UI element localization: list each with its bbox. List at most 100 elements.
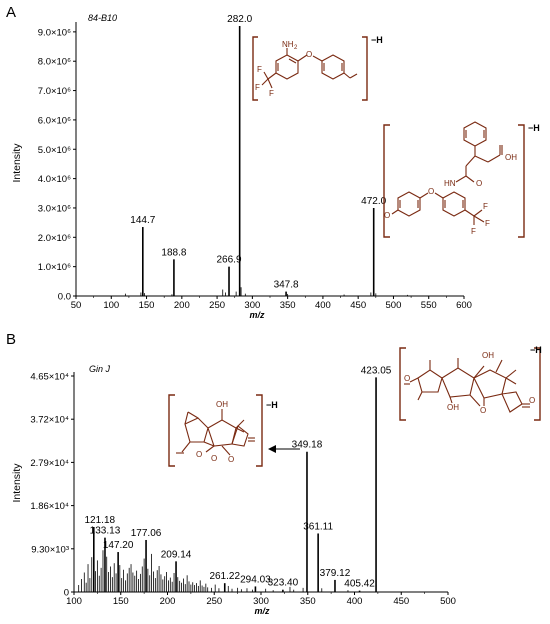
panel-b-label: B — [6, 331, 16, 348]
panel-a-x-tick-label: 350 — [280, 300, 296, 311]
panel-a-y-tick-label: 0.0 — [58, 292, 71, 303]
svg-text:F: F — [485, 219, 490, 228]
svg-text:HN: HN — [444, 179, 456, 188]
panel-b-peak-label: 349.18 — [292, 440, 323, 451]
panel-a-y-tick-label: 7.0×10⁶ — [38, 86, 71, 97]
panel-b-x-tick-label: 300 — [253, 596, 269, 607]
panel-b-y-tick-label: 9.30×10³ — [31, 544, 69, 555]
panel-a-peak-label: 472.0 — [361, 196, 386, 207]
panel-b-arrow — [268, 445, 300, 453]
panel-b-y-axis-title: Intensity — [11, 463, 23, 503]
panel-a-x-tick-label: 500 — [386, 300, 402, 311]
svg-text:F: F — [269, 89, 274, 98]
panel-b-peak-label: 261.22 — [209, 571, 240, 582]
panel-a-structure-1-suffix: −H — [371, 35, 383, 45]
panel-b-peak-label: 361.11 — [303, 521, 333, 532]
panel-b-x-axis-title: m/z — [254, 606, 270, 616]
panel-b-x-tick-label: 250 — [206, 596, 222, 607]
panel-a-x-tick-label: 400 — [315, 300, 331, 311]
panel-b-peak-label: 177.06 — [131, 528, 162, 539]
panel-a-x-tick-label: 150 — [139, 300, 155, 311]
panel-a-structure-1: −H NH 2 O F F F — [252, 35, 383, 101]
svg-text:OH: OH — [216, 400, 228, 409]
panel-a-x-tick-label: 50 — [71, 300, 82, 311]
panel-b-peak-label: 379.12 — [320, 568, 351, 579]
panel-b-y-tick-label: 4.65×10⁴ — [30, 372, 69, 383]
panel-a-y-tick-label: 8.0×10⁶ — [38, 57, 71, 68]
svg-text:O: O — [306, 50, 312, 59]
svg-text:O: O — [228, 455, 234, 464]
panel-a-peaks: 144.7 188.8 266.9 282.0 347.8 472.0 — [130, 14, 387, 296]
panel-a-x-tick-label: 200 — [174, 300, 190, 311]
panel-b-x-tick-label: 100 — [66, 596, 82, 607]
panel-a-peak-label: 144.7 — [130, 215, 155, 226]
panel-a-x-tick-label: 550 — [421, 300, 437, 311]
panel-a-peak-label: 188.8 — [161, 247, 186, 258]
panel-a-peak-label: 282.0 — [227, 14, 252, 25]
panel-b-peak-label: 294.03 — [240, 574, 271, 585]
panel-b-peak-label: 405.42 — [344, 579, 375, 590]
panel-b-peak-label: 209.14 — [161, 549, 192, 560]
svg-text:O: O — [480, 406, 486, 415]
svg-text:F: F — [471, 227, 476, 236]
svg-text:OH: OH — [505, 153, 517, 162]
panel-b-structure-2: −H O OH O OH O — [399, 345, 542, 421]
panel-b-peak-label: 133.13 — [90, 526, 121, 537]
panel-b-y-tick-label: 3.72×10⁴ — [30, 415, 69, 426]
svg-text:O: O — [211, 454, 217, 463]
panel-b-minor-peaks — [78, 550, 349, 592]
panel-a-structure-2-suffix: −H — [528, 123, 540, 133]
svg-text:O: O — [428, 187, 434, 196]
svg-text:OH: OH — [447, 403, 459, 412]
panel-b-x-tick-label: 400 — [347, 596, 363, 607]
panel-a-x-axis-title: m/z — [249, 310, 265, 320]
panel-b-x-tick-label: 500 — [440, 596, 456, 607]
svg-text:OH: OH — [482, 351, 494, 360]
panel-a-x-tick-label: 100 — [103, 300, 119, 311]
panel-a-peak-label: 347.8 — [274, 280, 299, 291]
panel-a-x-tick-label: 600 — [456, 300, 472, 311]
panel-b-x-tick-label: 350 — [300, 596, 316, 607]
svg-text:F: F — [255, 83, 260, 92]
panel-b-structure-1: −H O OH O O — [168, 394, 278, 467]
panel-b-y-tick-label: 0 — [64, 588, 69, 599]
panel-a-y-tick-label: 9.0×10⁶ — [38, 27, 71, 38]
panel-a-y-tick-label: 4.0×10⁶ — [38, 174, 71, 185]
panel-a-label: A — [6, 4, 16, 21]
svg-text:O: O — [196, 450, 202, 459]
panel-b-peak-label: 423.05 — [361, 365, 392, 376]
panel-b-peak-label: 147.20 — [103, 540, 134, 551]
panel-b-peak-label: 323.40 — [268, 578, 299, 589]
panel-a-sample-label: 84-B10 — [88, 13, 117, 23]
svg-text:O: O — [384, 211, 390, 220]
svg-text:2: 2 — [294, 45, 298, 51]
svg-text:F: F — [483, 202, 488, 211]
panel-b-sample-label: Gin J — [89, 364, 111, 374]
panel-a-y-axis-title: Intensity — [11, 143, 23, 183]
panel-a-peak-label: 266.9 — [216, 255, 241, 266]
panel-b-y-tick-label: 1.86×10⁴ — [30, 501, 69, 512]
panel-a-y-tick-label: 5.0×10⁶ — [38, 145, 71, 156]
panel-a-x-tick-label: 450 — [350, 300, 366, 311]
panel-a-structure-2: −H OH O HN O O F F F — [383, 121, 540, 238]
panel-b-structure-2-suffix: −H — [530, 345, 542, 355]
panel-a-y-tick-label: 6.0×10⁶ — [38, 115, 71, 126]
panel-b-x-tick-label: 150 — [113, 596, 129, 607]
panel-b-x-tick-label: 450 — [393, 596, 409, 607]
panel-a-y-tick-label: 3.0×10⁶ — [38, 203, 71, 214]
svg-text:O: O — [476, 179, 482, 188]
panel-a-y-tick-label: 2.0×10⁶ — [38, 233, 71, 244]
panel-b-structure-1-suffix: −H — [266, 400, 278, 410]
panel-b-x-tick-label: 200 — [160, 596, 176, 607]
panel-a-x-tick-label: 250 — [209, 300, 225, 311]
panel-b-axes: 100 150 200 250 300 350 400 450 500 0 9.30×10³ 1.86… — [30, 372, 456, 608]
svg-text:O: O — [529, 396, 535, 405]
svg-text:O: O — [404, 374, 410, 383]
panel-a-axes: 50 100 150 200 250 300 350 400 450 500 550 600 0.0 1.… — [38, 22, 472, 311]
panel-b-y-tick-label: 2.79×10⁴ — [30, 458, 69, 469]
panel-a-minor-peaks — [124, 287, 408, 296]
svg-text:NH: NH — [282, 40, 294, 49]
panel-a-y-tick-label: 1.0×10⁶ — [38, 262, 71, 273]
